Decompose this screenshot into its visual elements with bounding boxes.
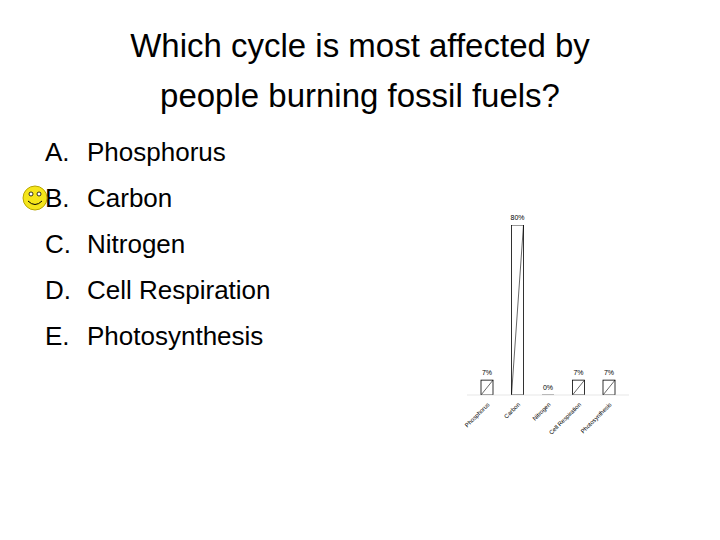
option-text: Photosynthesis — [87, 321, 263, 351]
data-label: 7% — [604, 369, 614, 376]
option-text: Nitrogen — [87, 229, 185, 259]
option-letter: C. — [45, 229, 71, 259]
smiley-eye — [37, 192, 41, 196]
bar — [512, 225, 524, 395]
x-tick-label: Nitrogen — [531, 401, 551, 421]
title: Which cycle is most affected by — [130, 27, 590, 64]
option-letter: B. — [45, 183, 70, 213]
option-text: Phosphorus — [87, 137, 226, 167]
bar — [481, 380, 493, 395]
option-text: Carbon — [87, 183, 172, 213]
data-label: 7% — [482, 369, 492, 376]
bar-hatch — [603, 380, 615, 395]
smiley-face — [23, 186, 47, 210]
smiley-mouth — [28, 201, 42, 205]
canvas: Which cycle is most affected by people bu… — [0, 0, 720, 540]
option-letter: E. — [45, 321, 70, 351]
smiley — [23, 186, 47, 210]
smiley-eye — [29, 192, 33, 196]
option-letter: A. — [45, 137, 70, 167]
bars — [481, 225, 615, 395]
bar-hatch — [481, 380, 493, 395]
option-letter: D. — [45, 275, 71, 305]
baseline — [467, 395, 629, 396]
title: people burning fossil fuels? — [160, 77, 560, 114]
bar — [573, 380, 585, 395]
x-tick-label: Cell Respiration — [548, 401, 582, 435]
bar — [603, 380, 615, 395]
option-text: Cell Respiration — [87, 275, 271, 305]
data-label: 80% — [510, 214, 524, 221]
x-tick-label: Photosynthesis — [580, 401, 613, 434]
x-tick-label: Carbon — [503, 401, 521, 419]
bar-hatch — [573, 380, 585, 395]
bar-hatch — [512, 225, 524, 395]
data-label: 0% — [543, 384, 553, 391]
x-tick-label: Phosphorus — [464, 401, 491, 428]
slide: Which cycle is most affected by people bu… — [0, 0, 720, 540]
data-label: 7% — [573, 369, 583, 376]
